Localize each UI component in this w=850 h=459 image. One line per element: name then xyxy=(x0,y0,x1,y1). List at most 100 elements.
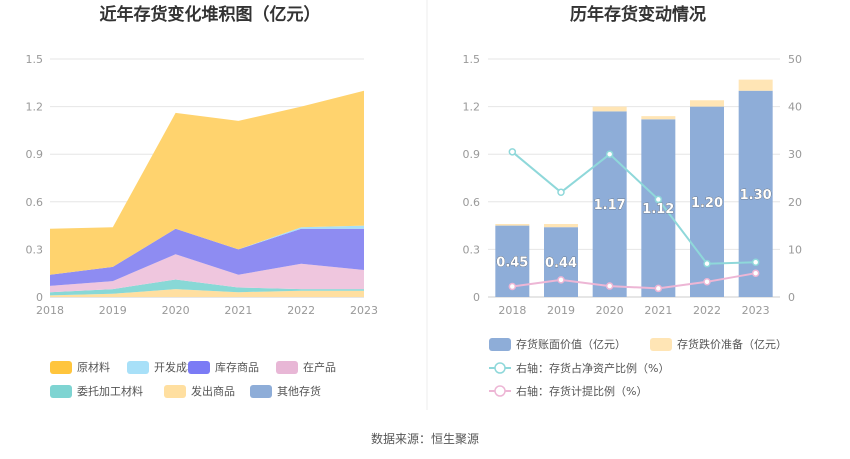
bar-value-label: 1.30 xyxy=(740,188,772,203)
area-series-发出商品 xyxy=(50,289,364,297)
line-point xyxy=(751,258,760,267)
legend-marker xyxy=(494,385,506,397)
legend-item[interactable]: 其他存货 xyxy=(250,384,321,398)
legend-label: 委托加工材料 xyxy=(77,384,143,398)
left-x-tick-label: 2019 xyxy=(99,304,127,317)
legend-item[interactable]: 在产品 xyxy=(276,360,336,374)
legend-item[interactable]: 右轴：存货占净资产比例（%） xyxy=(489,361,669,375)
left-x-tick-label: 2018 xyxy=(36,304,64,317)
bar-book-value xyxy=(544,227,578,297)
legend-item[interactable]: 库存商品 xyxy=(188,360,259,374)
area-series-在产品 xyxy=(50,254,364,293)
legend-item[interactable]: 右轴：存货计提比例（%） xyxy=(489,384,647,398)
legend-swatch xyxy=(276,361,298,374)
right-y2-tick-label: 40 xyxy=(788,101,802,114)
right-y2-tick-label: 30 xyxy=(788,148,802,161)
legend-label: 右轴：存货计提比例（%） xyxy=(516,384,647,398)
right-y-tick-label: 0.6 xyxy=(463,196,481,209)
left-y-tick-label: 1.2 xyxy=(26,101,44,114)
bar-value-label: 1.17 xyxy=(594,198,626,213)
legend-item[interactable]: 发出商品 xyxy=(164,384,235,398)
bar-value-label: 0.44 xyxy=(545,256,577,271)
bar-value-label: 1.12 xyxy=(642,202,674,217)
bar-book-value xyxy=(641,119,676,297)
left-y-tick-label: 0 xyxy=(36,291,43,304)
right-y-tick-label: 0.9 xyxy=(463,148,481,161)
right-x-tick-label: 2018 xyxy=(498,304,526,317)
bar-impairment xyxy=(690,100,724,107)
right-chart-title: 历年存货变动情况 xyxy=(570,4,706,25)
legend-label: 开发成本 xyxy=(154,360,198,374)
legend-label: 原材料 xyxy=(77,360,110,374)
right-y2-tick-label: 0 xyxy=(788,291,795,304)
line-point xyxy=(654,284,663,293)
legend-item[interactable]: 委托加工材料 xyxy=(50,384,143,398)
line-point xyxy=(703,259,711,268)
legend-swatch xyxy=(50,385,72,398)
right-x-tick-label: 2021 xyxy=(644,304,672,317)
left-x-tick-label: 2021 xyxy=(224,304,252,317)
line-point xyxy=(605,150,614,158)
legend-swatch xyxy=(650,338,672,351)
right-x-tick-label: 2020 xyxy=(596,304,624,317)
data-source: 数据来源：恒生聚源 xyxy=(371,431,479,446)
legend-label: 存货账面价值（亿元） xyxy=(516,337,626,351)
left-y-tick-label: 0.6 xyxy=(26,196,44,209)
legend-swatch xyxy=(188,361,210,374)
legend-item[interactable]: 存货跌价准备（亿元） xyxy=(650,337,787,351)
left-y-tick-label: 0.3 xyxy=(26,243,44,256)
legend-item[interactable]: 开发成本 xyxy=(127,360,198,374)
right-x-tick-label: 2019 xyxy=(547,304,575,317)
right-x-tick-label: 2023 xyxy=(742,304,770,317)
bar-impairment xyxy=(544,224,578,228)
bar-line-chart: 历年存货变动情况 0.45 0.441.17 1.12 1.201.30 00.30.… xyxy=(463,4,803,398)
line-point xyxy=(751,269,760,277)
legend-item[interactable]: 存货账面价值（亿元） xyxy=(489,337,626,351)
left-y-tick-label: 1.5 xyxy=(26,53,44,66)
line-point xyxy=(508,282,517,291)
legend-label: 存货跌价准备（亿元） xyxy=(677,337,787,351)
legend-label: 其他存货 xyxy=(277,384,321,398)
right-y-tick-label: 1.2 xyxy=(463,101,481,114)
right-y-tick-label: 0 xyxy=(473,291,480,304)
line-point xyxy=(605,282,614,290)
legend-swatch xyxy=(164,385,186,398)
legend-label: 右轴：存货占净资产比例（%） xyxy=(516,361,669,375)
line-point xyxy=(557,276,565,284)
legend-marker xyxy=(494,362,506,374)
legend-swatch xyxy=(50,361,72,374)
legend-item[interactable]: 原材料 xyxy=(50,360,110,374)
bar-value-label: 1.20 xyxy=(691,196,723,211)
stacked-area-chart: 近年存货变化堆积图（亿元） 0 0.3 0.6 0.9 1.2 1.5 2018 2019 2… xyxy=(26,4,378,398)
line-series-右轴：存货计提比例（%） xyxy=(512,272,756,290)
line-point xyxy=(654,195,663,204)
area-series-原材料 xyxy=(50,90,364,275)
line-point xyxy=(703,278,711,286)
legend-label: 库存商品 xyxy=(215,360,259,374)
legend-label: 发出商品 xyxy=(191,384,235,398)
bar-value-label: 0.45 xyxy=(496,255,528,270)
right-y-tick-label: 0.3 xyxy=(463,243,481,256)
right-y-tick-label: 1.5 xyxy=(463,53,481,66)
line-series-右轴：存货占净资产比例（%） xyxy=(511,151,756,265)
left-x-tick-label: 2022 xyxy=(287,304,315,317)
right-y2-tick-label: 10 xyxy=(788,243,802,256)
bar-impairment xyxy=(495,224,530,226)
legend-swatch xyxy=(127,361,149,374)
bar-book-value xyxy=(592,111,627,297)
bar-impairment xyxy=(641,116,676,120)
legend-swatch xyxy=(489,338,511,351)
legend-swatch xyxy=(250,385,272,398)
bar-impairment xyxy=(592,106,627,112)
left-y-tick-label: 0.9 xyxy=(26,148,44,161)
legend-label: 在产品 xyxy=(303,360,336,374)
line-point xyxy=(557,188,565,197)
right-y2-tick-label: 20 xyxy=(788,196,802,209)
right-x-tick-label: 2022 xyxy=(693,304,721,317)
line-point xyxy=(508,148,517,156)
area-series-委托加工材料 xyxy=(50,279,364,296)
left-x-tick-label: 2020 xyxy=(162,304,190,317)
bar-impairment xyxy=(738,79,773,91)
right-y2-tick-label: 50 xyxy=(788,53,802,66)
